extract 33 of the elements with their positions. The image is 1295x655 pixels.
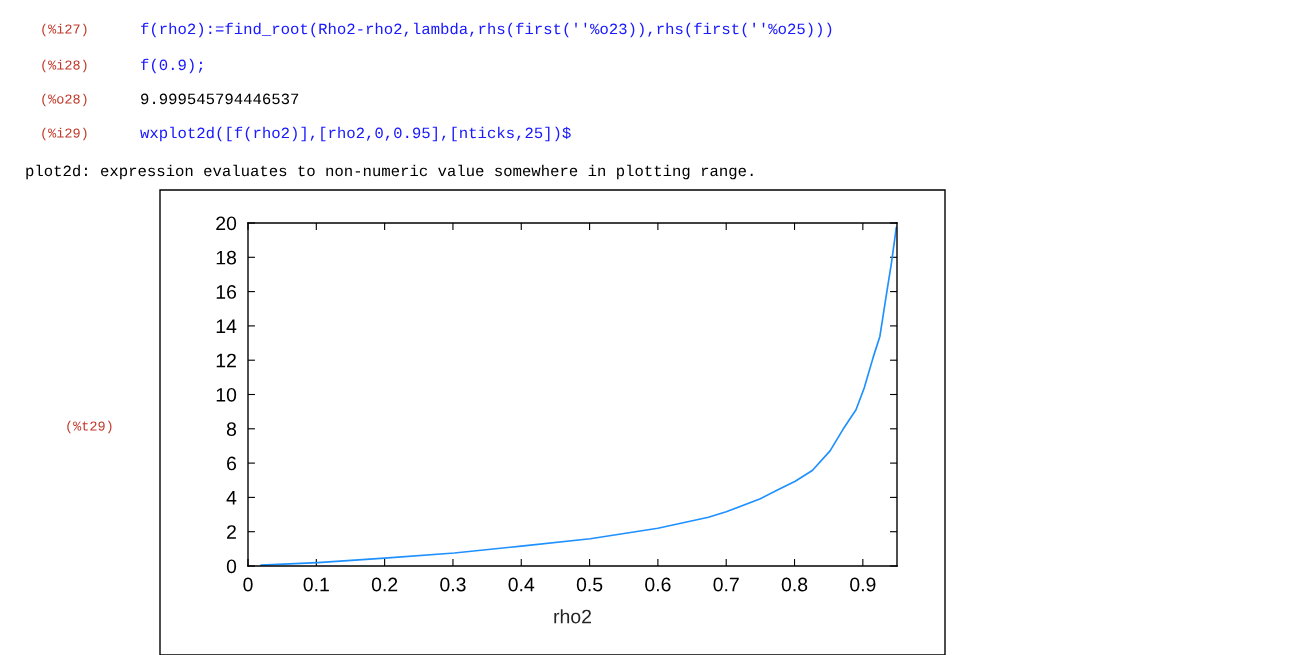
x-tick-label: 0.6	[645, 577, 671, 592]
text: 9.999545794446537	[141, 93, 299, 105]
y-tick-label: 18	[216, 250, 237, 265]
x-tick-label: 0.3	[440, 577, 466, 592]
x-tick-label: 0.4	[508, 577, 535, 592]
x-tick-label: 0.8	[781, 577, 808, 592]
x-tick-label: 0.7	[713, 577, 739, 592]
y-tick-label: 4	[226, 491, 237, 505]
x-tick-label: 0.1	[303, 577, 329, 592]
text: (%i27)	[42, 23, 87, 37]
text: f(rho2):=find_root(Rho2-rho2,lambda,rhs(first(''%o23)),rhs(first(''%o25)))	[141, 22, 832, 38]
y-tick-label: 14	[216, 319, 237, 333]
text: (%o28)	[42, 93, 87, 107]
x-tick-label: 0.9	[850, 577, 876, 592]
y-tick-label: 0	[226, 559, 237, 574]
y-tick-label: 2	[227, 525, 236, 539]
text: (%t29)	[67, 420, 112, 434]
y-tick-label: 6	[227, 456, 237, 471]
y-tick-label: 20	[216, 216, 237, 231]
text: (%i29)	[42, 127, 87, 141]
text: plot2d: expression evaluates to non-numeric value somewhere in plotting range.	[26, 164, 753, 180]
x-tick-label: 0.2	[371, 577, 398, 592]
y-tick-label: 16	[216, 285, 237, 299]
x-axis-title: rho2	[554, 609, 591, 624]
line-series	[260, 226, 897, 566]
y-tick-label: 10	[216, 387, 237, 402]
x-tick-label: 0.5	[576, 577, 603, 592]
text: f(0.9);	[141, 58, 203, 74]
x-tick-label: 0	[243, 577, 253, 592]
y-tick-label: 8	[226, 422, 237, 437]
text: wxplot2d([f(rho2)],[rho2,0,0.95],[nticks,25])$	[140, 126, 571, 142]
text: (%i28)	[42, 59, 87, 73]
y-tick-label: 12	[216, 353, 236, 368]
